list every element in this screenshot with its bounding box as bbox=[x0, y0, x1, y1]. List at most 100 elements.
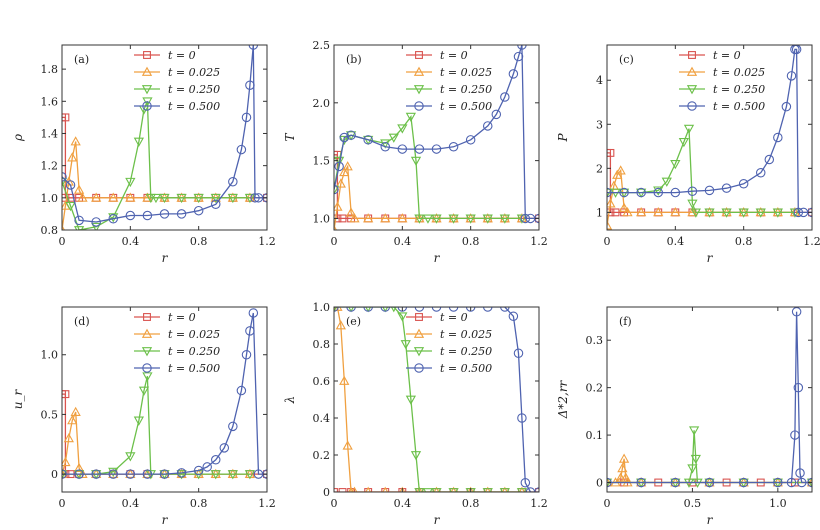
legend-label: t = 0 bbox=[168, 311, 196, 324]
data-point bbox=[704, 185, 715, 196]
y-tick-label: 1.0 bbox=[313, 301, 331, 314]
series-line bbox=[334, 307, 522, 492]
legend-marker bbox=[142, 363, 152, 373]
data-point bbox=[335, 178, 346, 188]
data-point bbox=[228, 176, 238, 187]
legend-marker bbox=[413, 85, 425, 95]
legend-marker bbox=[143, 313, 151, 321]
data-point bbox=[491, 109, 502, 120]
x-tick-label: 0.5 bbox=[684, 497, 702, 510]
data-point bbox=[517, 45, 527, 50]
series-line bbox=[607, 168, 795, 226]
legend-label: t = 0.025 bbox=[440, 328, 492, 341]
data-point bbox=[397, 213, 408, 223]
panel-label: (c) bbox=[619, 53, 634, 66]
data-point bbox=[253, 193, 264, 203]
legend-marker bbox=[415, 313, 423, 321]
x-axis-label: r bbox=[162, 251, 169, 265]
data-point bbox=[74, 215, 84, 226]
legend-marker bbox=[414, 101, 424, 111]
data-point bbox=[125, 192, 136, 202]
y-tick-label: 1.0 bbox=[41, 349, 59, 362]
plot-frame bbox=[333, 44, 540, 231]
plot-frame bbox=[606, 306, 813, 493]
data-point bbox=[380, 213, 391, 223]
series-line bbox=[334, 307, 539, 492]
y-tick-label: 0.8 bbox=[313, 338, 331, 351]
data-point bbox=[125, 210, 136, 221]
data-point bbox=[67, 415, 78, 425]
x-tick-label: 0 bbox=[59, 235, 66, 248]
data-point bbox=[500, 307, 510, 312]
data-point bbox=[465, 214, 476, 224]
data-point bbox=[508, 69, 519, 79]
data-point bbox=[67, 152, 78, 162]
data-point bbox=[236, 385, 247, 396]
data-point bbox=[683, 124, 695, 135]
series-line bbox=[62, 312, 267, 475]
x-tick-label: 0 bbox=[604, 235, 611, 248]
y-tick-label: 0 bbox=[51, 468, 58, 481]
data-point bbox=[607, 148, 611, 157]
data-point bbox=[335, 320, 346, 330]
data-point bbox=[483, 307, 493, 312]
data-point bbox=[380, 307, 390, 312]
data-point bbox=[661, 177, 672, 187]
data-point bbox=[219, 443, 230, 453]
data-point bbox=[431, 214, 442, 224]
data-point bbox=[797, 477, 807, 488]
series-group bbox=[62, 45, 267, 230]
data-point bbox=[687, 207, 698, 217]
data-point bbox=[520, 478, 531, 488]
data-point bbox=[91, 217, 101, 227]
legend: t = 0 t = 0.025 t = 0.250 t = 0.500 bbox=[134, 311, 220, 375]
data-point bbox=[334, 184, 339, 195]
data-point bbox=[345, 207, 357, 217]
data-point bbox=[388, 133, 399, 143]
data-point bbox=[431, 488, 442, 492]
y-axis-label: T bbox=[283, 133, 297, 142]
data-point bbox=[704, 477, 715, 488]
data-point bbox=[704, 208, 715, 218]
series-line bbox=[607, 152, 812, 214]
data-point bbox=[500, 92, 510, 102]
data-point bbox=[339, 135, 350, 146]
data-point bbox=[334, 150, 338, 159]
data-point bbox=[210, 470, 221, 480]
y-tick-label: 1 bbox=[596, 206, 603, 219]
legend: t = 0 t = 0.025 t = 0.250 t = 0.500 bbox=[406, 311, 492, 375]
series-line bbox=[62, 45, 267, 223]
legend-marker bbox=[141, 66, 153, 76]
data-point bbox=[334, 307, 343, 311]
data-point bbox=[108, 213, 119, 223]
y-tick-label: 1.0 bbox=[313, 212, 331, 225]
series-line bbox=[607, 128, 795, 214]
data-point bbox=[380, 139, 391, 149]
data-point bbox=[62, 113, 66, 122]
data-point bbox=[248, 308, 259, 318]
data-point bbox=[678, 137, 690, 148]
data-point bbox=[138, 386, 150, 396]
series-line bbox=[62, 116, 267, 199]
data-point bbox=[482, 214, 493, 224]
plot-frame bbox=[61, 44, 268, 231]
data-point bbox=[607, 187, 612, 198]
data-point bbox=[334, 161, 344, 172]
data-point bbox=[483, 121, 493, 131]
x-axis-label: r bbox=[162, 513, 169, 527]
data-point bbox=[465, 135, 476, 145]
data-point bbox=[687, 199, 698, 209]
y-axis-label: u_r bbox=[11, 389, 25, 410]
data-point bbox=[431, 307, 442, 312]
y-tick-label: 2.0 bbox=[313, 97, 331, 110]
data-point bbox=[346, 130, 356, 140]
legend-label: t = 0.025 bbox=[713, 66, 765, 79]
x-tick-label: 0 bbox=[604, 497, 611, 510]
data-point bbox=[793, 207, 804, 218]
data-point bbox=[611, 208, 620, 217]
plot-frame bbox=[333, 306, 540, 493]
data-point bbox=[346, 307, 356, 312]
data-point bbox=[516, 214, 528, 224]
data-point bbox=[342, 440, 353, 450]
data-point bbox=[482, 488, 493, 492]
